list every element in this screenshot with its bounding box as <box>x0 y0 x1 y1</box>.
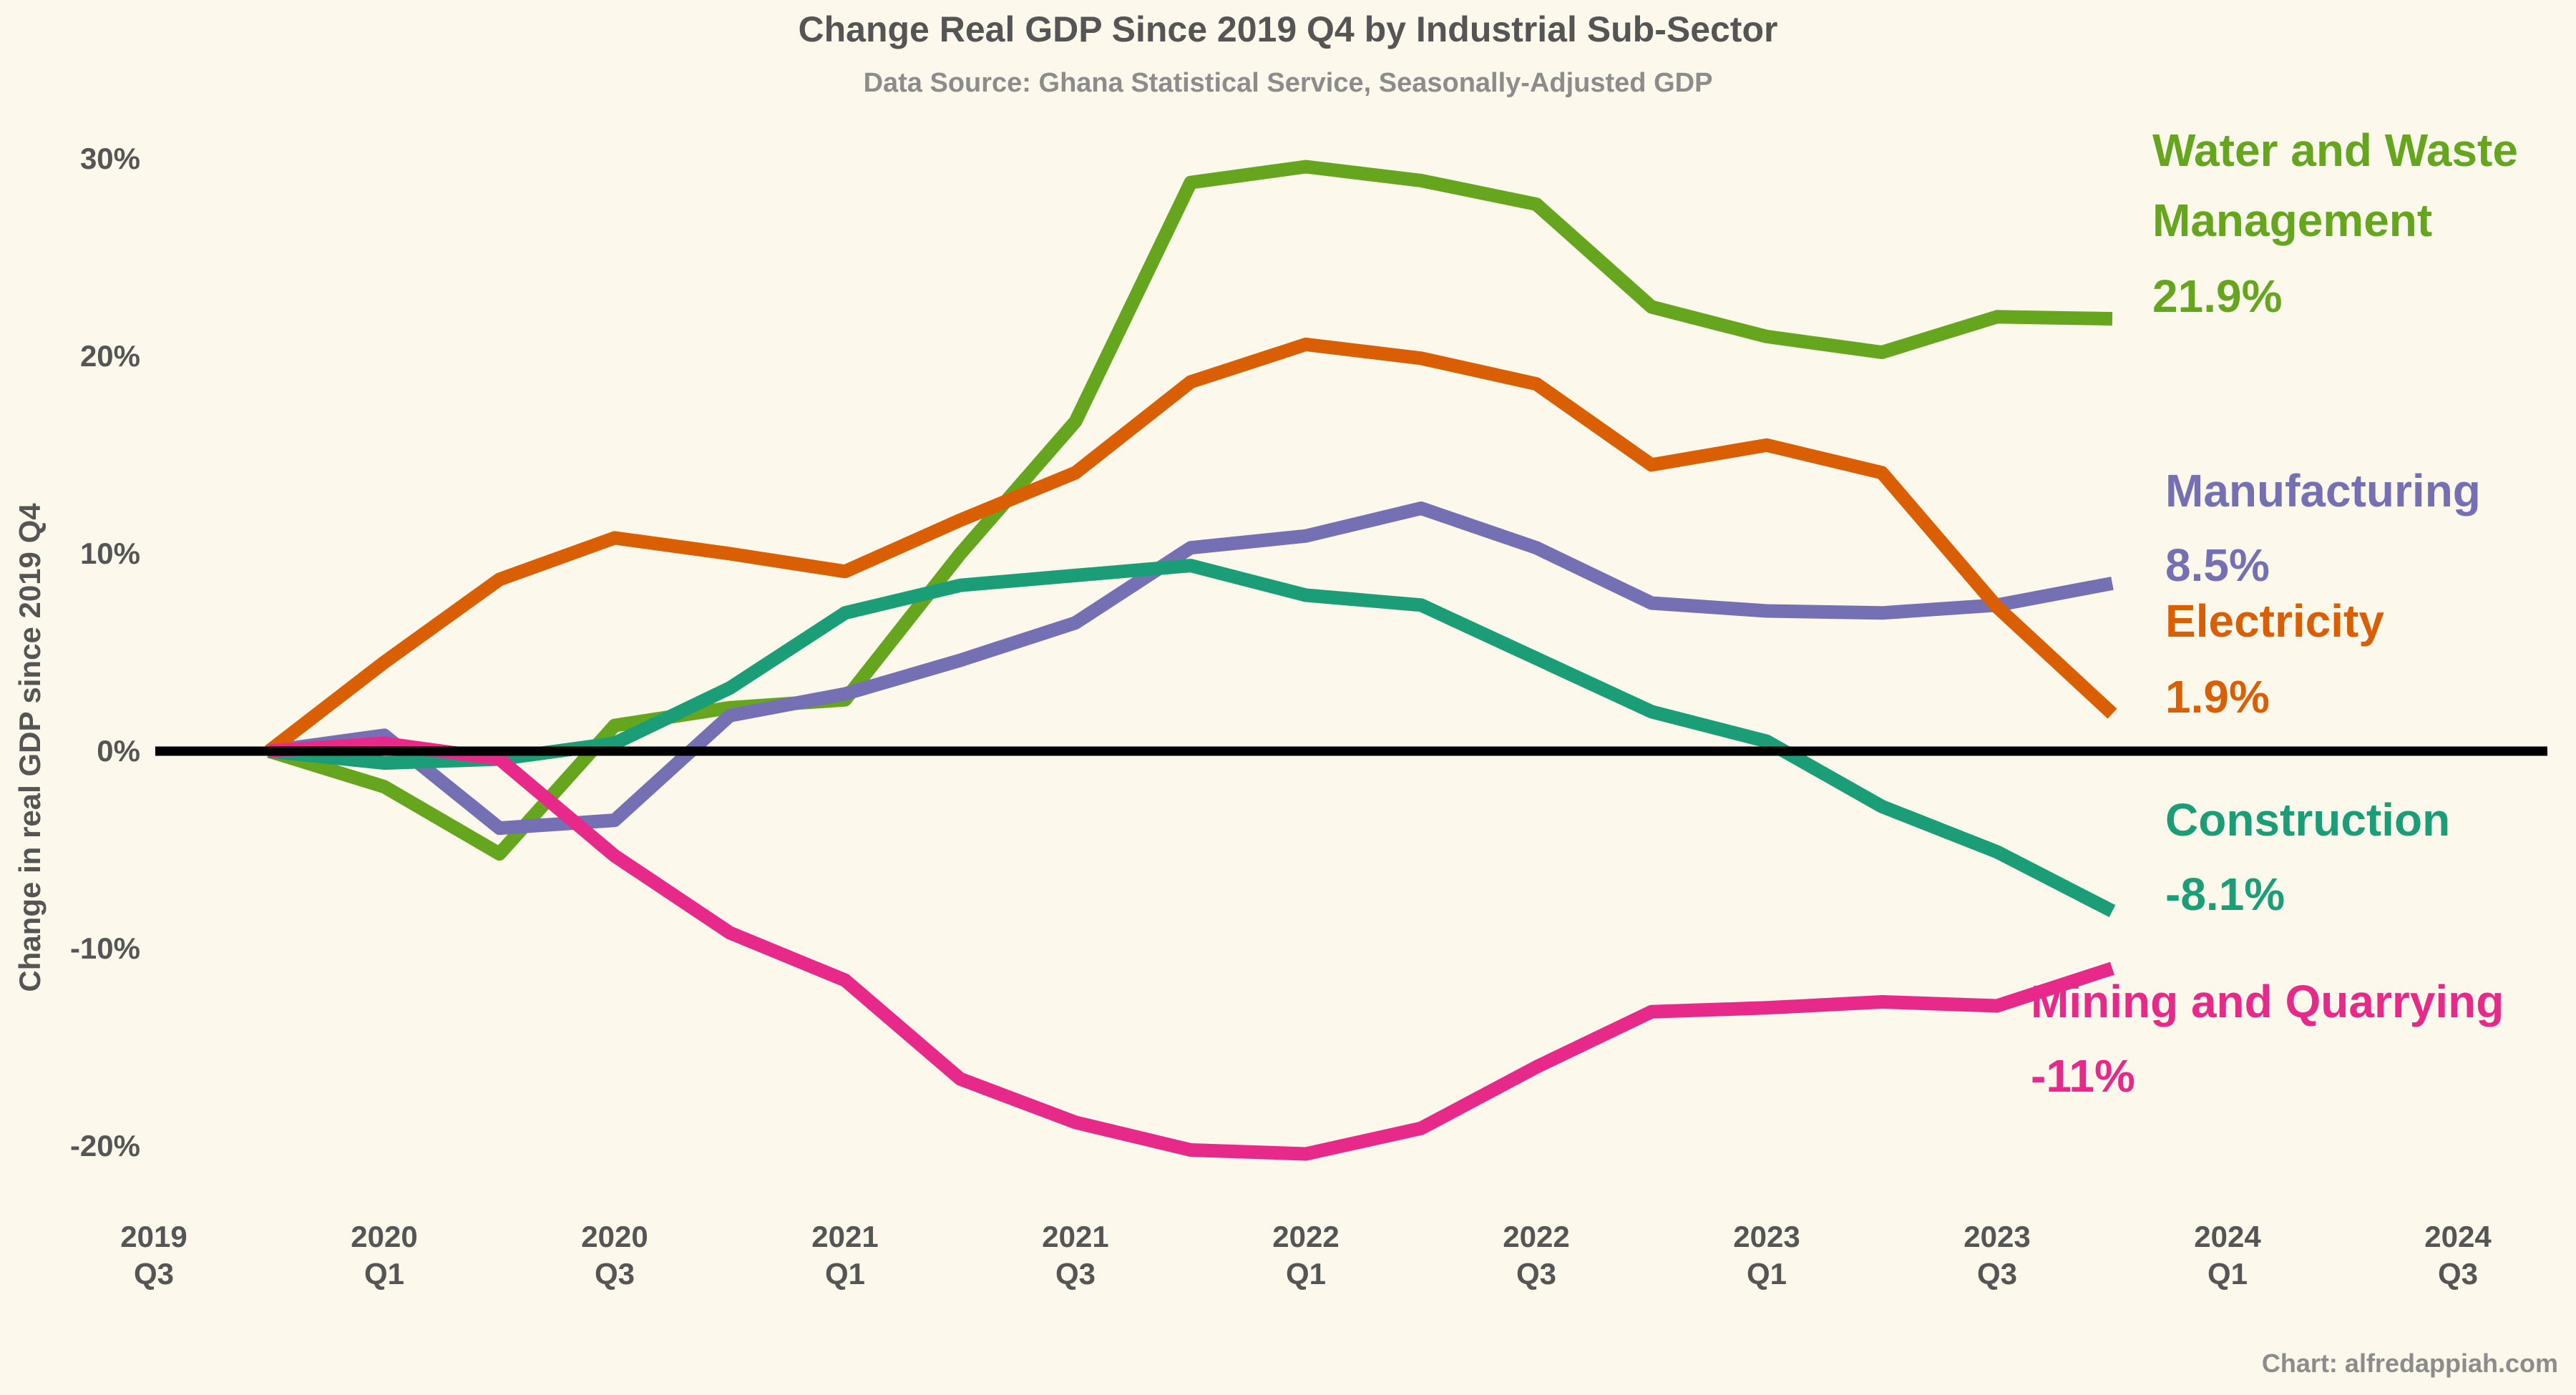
series-line <box>267 160 2113 861</box>
series-name-label: Management <box>2152 195 2432 246</box>
chart-title: Change Real GDP Since 2019 Q4 by Industr… <box>799 9 1778 49</box>
y-tick-label: -20% <box>70 1129 140 1162</box>
y-tick-label: 0% <box>97 734 140 768</box>
y-tick-label: 10% <box>80 537 140 570</box>
series-value-label: -11% <box>2031 1050 2135 1102</box>
series-value-label: 21.9% <box>2152 270 2282 322</box>
series-value-label: 8.5% <box>2165 539 2270 591</box>
y-axis-label: Change in real GDP since 2019 Q4 <box>13 503 47 992</box>
x-tick-label-quarter: Q1 <box>1747 1257 1787 1291</box>
series-name-label: Water and Waste <box>2152 124 2518 176</box>
series-name-label: Electricity <box>2165 595 2384 647</box>
y-tick-labels: 30% 20% 10% 0% -10% -20% <box>70 142 140 1162</box>
x-tick-label-quarter: Q1 <box>1286 1257 1326 1291</box>
series-name-label: Construction <box>2165 794 2450 846</box>
x-tick-label-year: 2021 <box>811 1220 878 1253</box>
y-tick-label: -10% <box>70 931 140 965</box>
x-tick-labels: 2019 Q3 2020 Q1 2020 Q3 2021 Q1 2021 Q3 2022 Q1 2022… <box>120 1220 2492 1291</box>
x-tick-label-year: 2021 <box>1042 1220 1108 1253</box>
x-tick-label-quarter: Q3 <box>1977 1257 2017 1291</box>
x-tick-label-quarter: Q3 <box>1055 1257 1096 1291</box>
y-tick-label: 20% <box>80 339 140 373</box>
x-tick-label-year: 2020 <box>581 1220 648 1253</box>
series-line <box>268 736 2114 1161</box>
x-tick-label-year: 2023 <box>1733 1220 1800 1253</box>
x-tick-label-year: 2020 <box>351 1220 417 1253</box>
x-tick-label-quarter: Q1 <box>364 1257 404 1291</box>
chart-caption: Chart: alfredappiah.com <box>2262 1348 2558 1378</box>
series-value-label: 1.9% <box>2165 671 2270 723</box>
x-tick-label-year: 2022 <box>1272 1220 1339 1253</box>
series-labels: Water and Waste Management 21.9% Manufactur… <box>2031 124 2518 1102</box>
chart-subtitle: Data Source: Ghana Statistical Service, … <box>864 68 1713 98</box>
x-tick-label-quarter: Q3 <box>2438 1257 2478 1291</box>
series-lines <box>265 160 2117 1161</box>
x-tick-label-year: 2024 <box>2424 1220 2492 1253</box>
x-tick-label-year: 2022 <box>1503 1220 1569 1253</box>
series-value-label: -8.1% <box>2165 868 2285 920</box>
x-tick-label-quarter: Q1 <box>825 1257 865 1291</box>
x-tick-label-quarter: Q1 <box>2207 1257 2248 1291</box>
x-tick-label-quarter: Q3 <box>1516 1257 1556 1291</box>
x-tick-label-quarter: Q3 <box>134 1257 174 1291</box>
x-tick-label-year: 2024 <box>2194 1220 2261 1253</box>
x-tick-label-quarter: Q3 <box>595 1257 635 1291</box>
x-tick-label-year: 2023 <box>1963 1220 2030 1253</box>
series-name-label: Mining and Quarrying <box>2031 976 2504 1027</box>
y-tick-label: 30% <box>80 142 140 175</box>
series-name-label: Manufacturing <box>2165 465 2481 517</box>
x-tick-label-year: 2019 <box>120 1220 187 1253</box>
series-line <box>265 337 2117 757</box>
